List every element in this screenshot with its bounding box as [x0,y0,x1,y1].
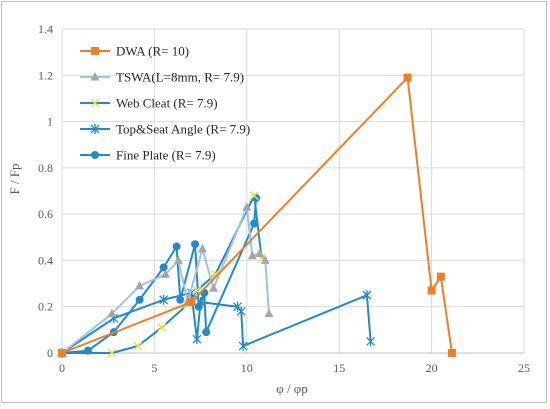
y-tick-label: 1 [47,115,53,129]
legend-marker [90,98,100,108]
legend-label: Top&Seat Angle (R= 7.9) [116,122,250,137]
x-tick-label: 5 [151,361,157,375]
y-tick-label: 1.4 [38,22,53,36]
data-point [135,295,144,304]
data-point [159,263,168,272]
data-point [366,336,376,347]
legend-entry: TSWA(L=8mm, R= 7.9) [80,70,244,85]
data-point [107,308,117,318]
data-point [107,348,117,358]
data-point [362,290,372,301]
data-point [191,240,200,249]
legend-marker [91,47,99,55]
x-tick-label: 20 [426,361,438,375]
legend-marker [90,72,100,81]
data-point [209,283,219,292]
y-tick-label: 0 [47,346,53,360]
y-tick-label: 0.6 [38,207,53,221]
x-tick-label: 10 [241,361,253,375]
x-tick-label: 25 [518,361,530,375]
y-tick-label: 1.2 [38,68,53,82]
data-point [202,328,211,337]
series-1 [57,202,274,357]
legend-marker [91,151,99,159]
data-point [133,341,143,351]
data-point [172,242,181,251]
data-point [192,334,202,345]
data-point [255,248,265,257]
data-point [173,255,183,264]
line-chart: 0 0.2 0.4 0.6 0.8 1 1.2 1.4 0 5 10 15 20 25 DWA (R= 1… [7,22,530,396]
legend-entry: Fine Plate (R= 7.9) [80,148,216,163]
legend-label: Web Cleat (R= 7.9) [116,96,218,111]
data-point [157,323,167,333]
data-point [249,191,259,201]
data-point [427,286,436,295]
data-point [135,280,145,290]
y-axis-title: F / Fp [7,163,22,194]
series-3 [57,287,376,358]
legend-marker [90,124,100,134]
legend-label: TSWA(L=8mm, R= 7.9) [116,70,244,85]
series-line [61,291,372,354]
legend-entry: Web Cleat (R= 7.9) [80,96,218,111]
data-point [260,255,270,264]
data-point [250,219,259,228]
data-point [197,243,207,253]
legend-label: DWA (R= 10) [116,44,189,59]
series-0 [58,73,456,357]
chart-area: 0 0.2 0.4 0.6 0.8 1 1.2 1.4 0 5 10 15 20 25 DWA (R= 1… [1,1,547,403]
data-point [58,349,66,357]
legend-label: Fine Plate (R= 7.9) [116,148,216,163]
data-point [264,308,274,318]
y-tick-label: 0.2 [38,300,53,314]
legend: DWA (R= 10) TSWA(L=8mm, R= 7.9) Web Cleat … [80,44,250,163]
data-point [233,301,243,312]
data-point [436,272,445,281]
series-line [61,76,453,354]
data-point [159,294,169,305]
data-point [247,250,257,260]
data-point [196,297,206,308]
data-point [447,349,456,357]
x-axis-title: φ / φp [276,381,308,396]
legend-entry: DWA (R= 10) [80,44,189,59]
data-point [403,73,412,82]
y-tick-label: 0.8 [38,161,53,175]
gridlines [61,28,525,354]
data-point [238,341,248,352]
data-point [242,202,252,211]
x-tick-label: 0 [59,361,65,375]
x-tick-label: 15 [333,361,345,375]
data-point [176,295,185,304]
y-tick-label: 0.4 [38,253,53,267]
data-point [236,306,246,317]
data-point [187,298,196,307]
axes: 0 0.2 0.4 0.6 0.8 1 1.2 1.4 0 5 10 15 20 25 [38,22,530,375]
data-point [160,269,170,278]
series-layer [57,73,456,358]
legend-entry: Top&Seat Angle (R= 7.9) [80,122,250,137]
